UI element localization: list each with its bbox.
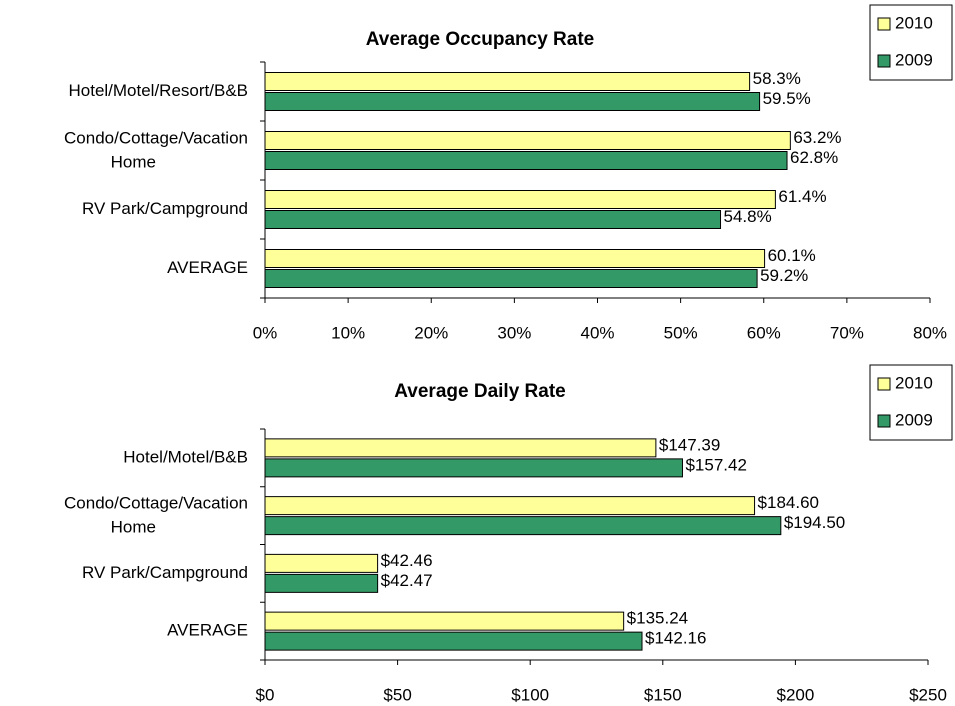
chart-title: Average Daily Rate [394, 381, 565, 402]
bar [264, 151, 788, 170]
x-tick-label: 10% [331, 323, 365, 342]
bar [264, 438, 657, 458]
data-label: 58.3% [753, 69, 801, 88]
legend-label: 2009 [895, 410, 933, 429]
legend-swatch [877, 377, 891, 391]
bar [264, 516, 782, 536]
category-line: Home [111, 153, 156, 172]
bar [264, 92, 761, 111]
x-tick-label: 0% [253, 323, 278, 342]
data-label: $147.39 [659, 435, 720, 454]
data-label: 59.2% [760, 266, 808, 285]
x-tick-label: 70% [830, 323, 864, 342]
bar [264, 553, 379, 573]
bar [264, 249, 766, 268]
bar [264, 269, 758, 288]
x-tick-label: 60% [747, 323, 781, 342]
data-label: 61.4% [778, 187, 826, 206]
legend-label: 2009 [895, 50, 933, 69]
category-label: AVERAGE [167, 621, 248, 640]
data-label: $42.47 [381, 571, 433, 590]
data-label: 54.8% [724, 207, 772, 226]
x-tick-label: 50% [664, 323, 698, 342]
category-line: Condo/Cottage/Vacation [64, 494, 248, 513]
category-label: Hotel/Motel/Resort/B&B [68, 81, 248, 100]
bar [264, 210, 722, 229]
x-tick-label: $250 [909, 685, 947, 704]
category-line: Condo/Cottage/Vacation [64, 129, 248, 148]
x-tick-label: $0 [256, 685, 275, 704]
x-tick-label: $150 [644, 685, 682, 704]
category-label: Condo/Cottage/Vacation Home [64, 129, 248, 172]
bar [264, 631, 643, 651]
x-tick-label: 30% [497, 323, 531, 342]
bar [264, 611, 625, 631]
legend-swatch [877, 414, 891, 428]
x-tick-label: $50 [383, 685, 411, 704]
data-label: $135.24 [627, 609, 688, 628]
data-label: $42.46 [381, 551, 433, 570]
bar [264, 458, 683, 478]
category-label: RV Park/Campground [82, 563, 248, 582]
category-label: RV Park/Campground [82, 199, 248, 218]
bar [264, 573, 379, 593]
bar [264, 72, 751, 91]
data-label: 62.8% [790, 148, 838, 167]
x-tick-label: $200 [776, 685, 814, 704]
data-label: $142.16 [645, 629, 706, 648]
bar [264, 190, 776, 209]
bar [264, 496, 756, 516]
x-tick-label: 40% [580, 323, 614, 342]
legend-label: 2010 [895, 13, 933, 32]
data-label: 63.2% [793, 128, 841, 147]
legend-swatch [877, 54, 891, 68]
data-label: $184.60 [758, 493, 819, 512]
legend-label: 2010 [895, 373, 933, 392]
chart-title: Average Occupancy Rate [366, 29, 594, 50]
category-line: Home [111, 518, 156, 537]
category-label: Hotel/Motel/B&B [123, 447, 248, 466]
legend-swatch [877, 17, 891, 31]
data-label: 59.5% [763, 89, 811, 108]
data-label: $157.42 [685, 455, 746, 474]
x-tick-label: $100 [511, 685, 549, 704]
data-label: 60.1% [768, 246, 816, 265]
category-label: Condo/Cottage/Vacation Home [64, 494, 248, 537]
category-label: AVERAGE [167, 258, 248, 277]
x-tick-label: 80% [913, 323, 947, 342]
data-label: $194.50 [784, 513, 845, 532]
bar [264, 131, 791, 150]
x-tick-label: 20% [414, 323, 448, 342]
